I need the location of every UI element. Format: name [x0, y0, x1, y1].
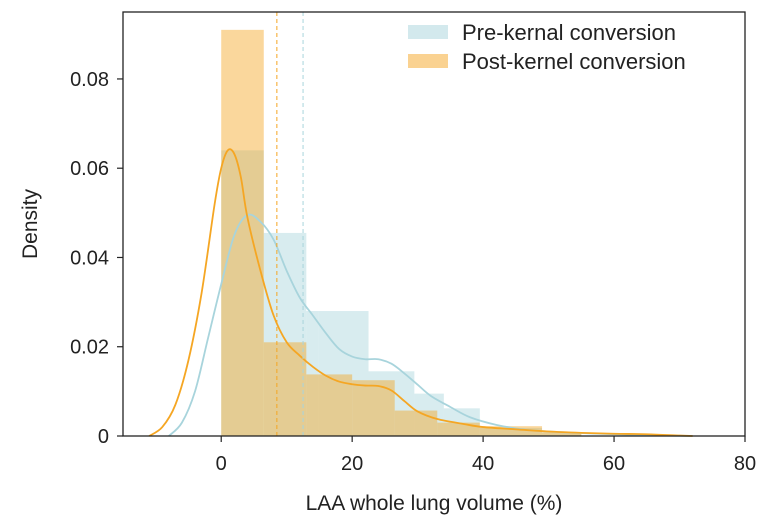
legend: Pre-kernal conversion Post-kernel conver…	[408, 20, 686, 74]
hist-bar-post-1	[263, 342, 307, 436]
hist-bar-pre-3	[318, 311, 369, 436]
legend-swatch-pre-kernal	[408, 25, 448, 39]
hist-bar-post-4	[394, 410, 438, 436]
hist-bar-pre-7	[479, 427, 543, 436]
histogram-bars-layer	[221, 29, 582, 436]
hist-bar-post-2	[306, 374, 353, 436]
x-tick-label: 0	[216, 453, 227, 475]
x-tick-label: 40	[472, 453, 494, 475]
hist-bar-post-7	[542, 432, 582, 436]
legend-swatch-post-kernel	[408, 54, 448, 68]
y-tick-label: 0.06	[70, 158, 109, 180]
hist-bar-post-5	[437, 422, 480, 436]
y-tick-label: 0.02	[70, 337, 109, 359]
x-tick-label: 60	[603, 453, 625, 475]
hist-bar-post-0	[221, 29, 264, 436]
hist-bar-post-6	[479, 426, 543, 436]
y-tick-label: 0	[98, 426, 109, 448]
plot-frame	[122, 11, 746, 437]
axis-ticks-layer: 0 20 40 60 80 0 0.02 0.04 0.06 0.08	[70, 69, 756, 475]
legend-label-pre-kernal: Pre-kernal conversion	[462, 20, 676, 45]
mean-lines-layer	[276, 12, 304, 436]
x-tick-label: 20	[341, 453, 363, 475]
y-axis-title: Density	[19, 188, 42, 259]
hist-bar-pre-2	[306, 311, 319, 436]
x-axis-title: LAA whole lung volume (%)	[306, 492, 563, 515]
legend-label-post-kernel: Post-kernel conversion	[462, 49, 686, 74]
hist-bar-pre-0	[221, 150, 264, 436]
y-tick-label: 0.04	[70, 247, 109, 269]
x-tick-label: 80	[734, 453, 756, 475]
hist-bar-pre-8	[542, 432, 582, 436]
y-tick-label: 0.08	[70, 69, 109, 91]
kde-curves-layer	[148, 148, 693, 437]
kde-curve-post	[148, 148, 693, 437]
